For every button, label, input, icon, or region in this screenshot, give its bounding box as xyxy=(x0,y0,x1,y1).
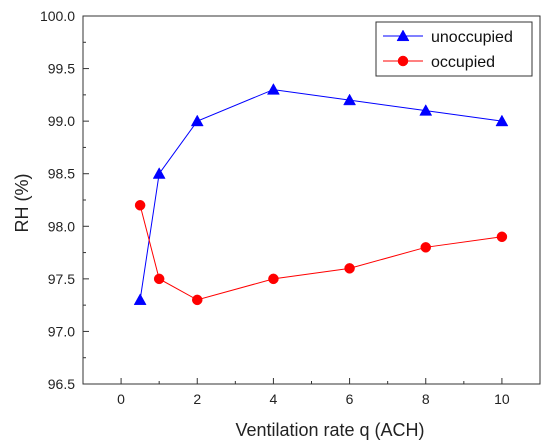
x-tick-label: 10 xyxy=(494,391,510,407)
data-point-unoccupied xyxy=(495,114,509,127)
data-point-unoccupied xyxy=(190,114,204,127)
data-point-occupied xyxy=(134,200,146,211)
legend: unoccupied occupied xyxy=(375,21,533,77)
x-tick-label: 2 xyxy=(193,391,201,407)
x-tick-label: 8 xyxy=(422,391,430,407)
y-tick-label: 99.5 xyxy=(48,61,75,77)
x-tick-label: 4 xyxy=(270,391,278,407)
data-point-unoccupied xyxy=(152,167,166,179)
y-tick-label: 100.0 xyxy=(40,8,75,24)
axes: 0 2 4 6 8 10 96.5 97.0 97.5 98.0 98.5 99.0 99.5 100.0 xyxy=(40,8,541,407)
x-axis-title: Ventilation rate q (ACH) xyxy=(235,420,424,440)
legend-marker-occupied xyxy=(397,55,409,67)
y-tick-label: 98.5 xyxy=(48,166,75,182)
series-line-occupied xyxy=(139,205,502,301)
data-point-unoccupied xyxy=(343,93,357,106)
y-tick-label: 99.0 xyxy=(48,113,75,129)
legend-marker-unoccupied xyxy=(396,29,410,42)
y-tick-label: 96.5 xyxy=(48,376,75,392)
data-point-occupied xyxy=(344,263,355,274)
series-layer xyxy=(133,83,509,306)
legend-label-occupied: occupied xyxy=(431,54,495,71)
series-unoccupied xyxy=(133,83,509,305)
data-point-occupied xyxy=(496,231,508,243)
legend-box xyxy=(375,21,533,77)
legend-marker-shape xyxy=(396,29,410,42)
y-tick-label: 97.0 xyxy=(48,323,75,339)
x-tick-label: 6 xyxy=(346,391,354,407)
y-tick-label: 98.0 xyxy=(48,218,75,234)
data-point-occupied xyxy=(192,294,203,306)
series-occupied xyxy=(134,200,508,306)
data-point-occupied xyxy=(420,242,431,253)
legend-label-unoccupied: unoccupied xyxy=(431,29,513,46)
data-point-unoccupied xyxy=(133,293,147,305)
data-point-unoccupied xyxy=(266,83,280,95)
y-tick-label: 97.5 xyxy=(48,271,75,287)
x-tick-label: 0 xyxy=(117,391,125,407)
data-point-occupied xyxy=(153,273,165,285)
y-axis-title: RH (%) xyxy=(12,174,32,233)
data-point-occupied xyxy=(268,273,279,285)
data-point-unoccupied xyxy=(419,104,433,116)
legend-marker-shape xyxy=(397,55,409,67)
